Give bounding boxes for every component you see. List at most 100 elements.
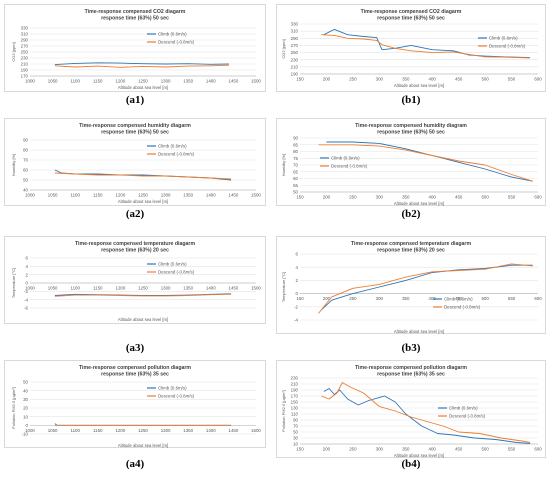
y-tick-label: 2: [26, 272, 29, 277]
legend-label: Descend (-0.8m/s): [158, 270, 195, 275]
chart-panel-b3: Time-response compensed temperature diag…: [276, 236, 546, 334]
series-line-descend: [321, 382, 531, 443]
x-tick-label: 1200: [116, 286, 126, 291]
y-tick-label: 130: [291, 406, 299, 411]
y-tick-label: 6: [296, 252, 299, 257]
y-axis-label: Humidity [%]: [281, 154, 286, 176]
y-tick-label: 70: [293, 163, 298, 168]
x-tick-label: 1050: [48, 428, 58, 433]
x-tick-label: 250: [349, 296, 357, 301]
x-tick-label: 300: [376, 195, 384, 200]
x-tick-label: 1000: [25, 79, 35, 84]
y-axis-label: CO2 [ppm]: [11, 42, 16, 61]
y-tick-label: 70: [23, 158, 28, 163]
chart-title: Time-response compensed temperature diag…: [75, 241, 196, 247]
chart-subtitle: response time (63%) 50 sec: [377, 16, 445, 22]
y-tick-label: 40: [23, 388, 28, 393]
caption-a4: (a4): [125, 458, 145, 470]
x-axis-label: Altitude about sea level [m]: [394, 453, 444, 458]
x-tick-label: 350: [402, 77, 410, 82]
x-tick-label: 600: [534, 195, 542, 200]
x-tick-label: 300: [376, 296, 384, 301]
x-axis-label: Altitude about sea level [m]: [118, 317, 168, 322]
legend-label: Climb (0.6m/s): [158, 386, 187, 391]
x-tick-label: 450: [455, 296, 463, 301]
y-tick-label: 250: [291, 50, 299, 55]
legend-label: Descend (-0.8m/s): [489, 44, 526, 49]
y-tick-label: 30: [293, 436, 298, 441]
x-tick-label: 150: [296, 195, 304, 200]
x-tick-label: 1400: [206, 193, 216, 198]
x-tick-label: 1350: [183, 79, 193, 84]
x-tick-label: 1200: [116, 79, 126, 84]
chart-a1: Time-response compensed CO2 diagarmrespo…: [4, 4, 266, 92]
x-tick-label: 1200: [116, 428, 126, 433]
x-tick-label: 350: [402, 447, 410, 452]
y-tick-label: 170: [21, 74, 29, 79]
x-tick-label: 1250: [138, 428, 148, 433]
x-tick-label: 550: [508, 447, 516, 452]
chart-subtitle: response time (63%) 50 sec: [377, 130, 445, 136]
y-tick-label: 2: [296, 278, 299, 283]
x-tick-label: 1500: [251, 286, 261, 291]
x-tick-label: 1000: [25, 286, 35, 291]
y-tick-label: -6: [24, 306, 28, 311]
x-axis-label: Altitude about sea level [m]: [118, 443, 168, 448]
x-tick-label: 250: [349, 447, 357, 452]
y-axis-label: Humidity [%]: [11, 154, 16, 176]
legend-label: Descend (-0.8m/s): [158, 40, 195, 45]
chart-title: Time-response compensed CO2 diagarm: [361, 9, 462, 15]
legend-label: Descend (-0.8m/s): [449, 414, 486, 419]
x-tick-label: 250: [349, 195, 357, 200]
x-tick-label: 1300: [161, 79, 171, 84]
y-tick-label: 290: [291, 36, 299, 41]
series-line-descend: [54, 64, 229, 68]
x-tick-label: 1450: [229, 428, 239, 433]
x-tick-label: 1250: [138, 286, 148, 291]
y-axis-label: Pollution PM2.5 [µg/m³]: [11, 387, 16, 429]
chart-frame: [276, 236, 546, 334]
series-line-descend: [54, 293, 232, 297]
y-axis-label: Temperature [°C]: [281, 272, 286, 302]
caption-a1: (a1): [125, 94, 145, 106]
x-tick-label: 300: [376, 77, 384, 82]
y-tick-label: 190: [291, 72, 299, 77]
x-tick-label: 1050: [48, 79, 58, 84]
chart-subtitle: response time (63%) 20 sec: [377, 248, 445, 254]
chart-b4: Time-response compensed pollution diagar…: [276, 360, 546, 458]
y-tick-label: 270: [291, 43, 299, 48]
x-tick-label: 1450: [229, 193, 239, 198]
y-tick-label: 90: [23, 138, 28, 143]
chart-title: Time-response compensed pollution diagar…: [355, 365, 467, 371]
x-tick-label: 1450: [229, 286, 239, 291]
legend-label: Climb (0.6m/s): [331, 156, 360, 161]
x-tick-label: 1500: [251, 79, 261, 84]
chart-subtitle: response time (63%) 20 sec: [101, 248, 169, 254]
chart-title: Time-response compensed pollution diagar…: [79, 365, 191, 371]
y-tick-label: 0: [296, 291, 299, 296]
legend-label: Climb (0.6m/s): [489, 36, 518, 41]
x-tick-label: 550: [508, 195, 516, 200]
chart-frame: [4, 118, 266, 206]
chart-title: Time-response compensed humidity diagram: [355, 123, 467, 129]
x-tick-label: 1100: [70, 193, 80, 198]
chart-frame: [4, 360, 266, 448]
chart-title: Time-response compensed CO2 diagarm: [85, 9, 186, 15]
y-tick-label: 250: [21, 50, 29, 55]
x-tick-label: 600: [534, 77, 542, 82]
y-tick-label: 55: [293, 183, 298, 188]
x-tick-label: 450: [455, 77, 463, 82]
y-tick-label: -2: [24, 289, 28, 294]
legend-label: Descend (-0.8m/s): [444, 305, 481, 310]
legend-label: Climb (0.6m/s): [158, 32, 187, 37]
x-tick-label: 1350: [183, 193, 193, 198]
chart-a2: Time-response compensed humidity diagarm…: [4, 118, 266, 206]
y-tick-label: 6: [26, 256, 29, 261]
caption-b4: (b4): [401, 458, 421, 470]
x-tick-label: 1400: [206, 286, 216, 291]
x-tick-label: 1200: [116, 193, 126, 198]
y-tick-label: 330: [21, 26, 29, 31]
x-tick-label: 1150: [93, 286, 103, 291]
x-tick-label: 300: [376, 447, 384, 452]
x-tick-label: 1100: [70, 79, 80, 84]
